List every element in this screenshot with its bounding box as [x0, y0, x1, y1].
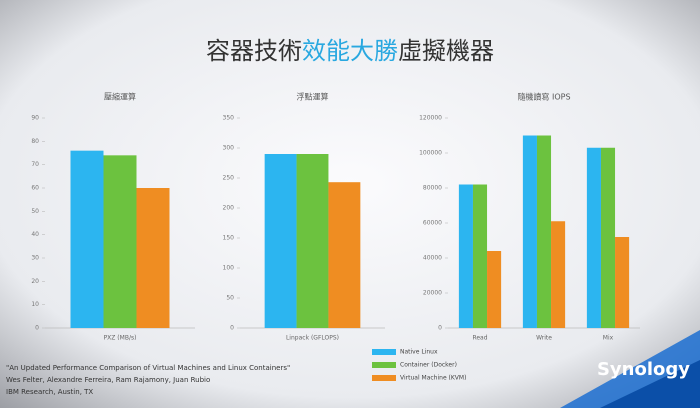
legend-swatch: [372, 375, 396, 381]
y-tick-label: 80000: [423, 185, 442, 192]
y-tick-label: 90: [31, 115, 39, 122]
y-tick-label: 100000: [419, 150, 442, 157]
y-tick-label: 30: [31, 255, 39, 262]
x-tick-label: PXZ (MB/s): [104, 335, 137, 342]
y-tick-label: 10: [31, 301, 39, 308]
legend-label: Virtual Machine (KVM): [400, 375, 466, 382]
chart-title: 浮點運算: [297, 92, 329, 102]
x-tick-label: Read: [472, 335, 487, 342]
y-tick-label: 60000: [423, 220, 442, 227]
y-tick-label: 20000: [423, 290, 442, 297]
legend-label: Container (Docker): [400, 362, 457, 369]
title-part: 虛擬機器: [398, 37, 494, 65]
bar: [328, 182, 361, 328]
y-tick-label: 50: [226, 295, 234, 302]
bar: [600, 147, 616, 328]
chart-title: 隨機讀寫 IOPS: [517, 92, 570, 102]
logo: Synology: [597, 359, 690, 380]
footnote: IBM Research, Austin, TX: [6, 388, 93, 396]
legend-swatch: [372, 362, 396, 368]
chart-title: 壓縮運算: [104, 92, 136, 102]
y-tick-label: 150: [223, 235, 235, 242]
footnote: "An Updated Performance Comparison of Vi…: [6, 364, 290, 372]
y-tick-label: 40000: [423, 255, 442, 262]
bar: [458, 184, 473, 328]
y-tick-label: 100: [223, 265, 235, 272]
y-tick-label: 60: [31, 185, 39, 192]
y-tick-label: 50: [31, 208, 39, 215]
y-tick-label: 80: [31, 138, 39, 145]
bar: [615, 237, 630, 328]
y-tick-label: 0: [230, 325, 234, 332]
y-tick-label: 40: [31, 231, 39, 238]
bar: [296, 154, 329, 328]
footnote: Wes Felter, Alexandre Ferreira, Ram Raja…: [6, 376, 210, 384]
y-tick-label: 250: [223, 175, 235, 182]
bar: [264, 154, 297, 328]
x-tick-label: Write: [536, 335, 552, 342]
bar: [472, 184, 488, 328]
y-tick-label: 70: [31, 161, 39, 168]
bar: [522, 135, 537, 328]
bar: [103, 155, 137, 328]
bar: [536, 135, 552, 328]
y-tick-label: 200: [223, 205, 235, 212]
slide-title: 容器技術效能大勝虛擬機器: [206, 37, 494, 65]
y-tick-label: 120000: [419, 115, 442, 122]
y-tick-label: 20: [31, 278, 39, 285]
legend-label: Native Linux: [400, 349, 438, 356]
title-part: 效能大勝: [302, 37, 398, 65]
x-tick-label: Linpack (GFLOPS): [286, 335, 339, 342]
y-tick-label: 300: [223, 145, 235, 152]
bar: [487, 251, 502, 328]
bar: [136, 188, 170, 328]
bar: [70, 150, 104, 328]
bar: [551, 221, 566, 328]
title-part: 容器技術: [206, 37, 302, 65]
legend-swatch: [372, 349, 396, 355]
bar: [586, 147, 601, 328]
x-tick-label: Mix: [603, 335, 614, 342]
y-tick-label: 0: [438, 325, 442, 332]
y-tick-label: 350: [223, 115, 235, 122]
y-tick-label: 0: [35, 325, 39, 332]
wave-decoration: [600, 360, 700, 408]
